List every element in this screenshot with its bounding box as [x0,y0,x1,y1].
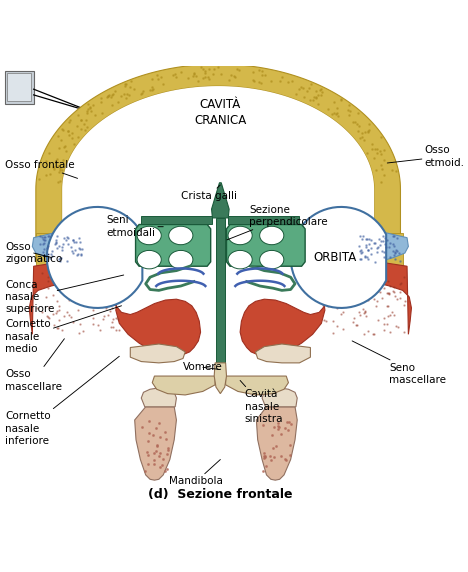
Text: Osso
etmoid.: Osso etmoid. [388,145,465,168]
Bar [5,71,34,104]
Text: Mandibola: Mandibola [169,459,223,487]
Polygon shape [228,216,300,224]
Text: Sezione
perpendicolare: Sezione perpendicolare [227,205,328,240]
Ellipse shape [260,251,284,269]
Ellipse shape [260,227,284,245]
Text: Vomere: Vomere [183,362,223,372]
Ellipse shape [228,251,252,269]
Polygon shape [380,233,402,266]
Polygon shape [36,233,60,266]
Polygon shape [214,363,227,394]
Polygon shape [256,407,297,480]
Text: Seno
mascellare: Seno mascellare [352,341,446,385]
Polygon shape [29,262,201,356]
Polygon shape [226,376,288,395]
Polygon shape [291,207,386,308]
Text: Osso frontale: Osso frontale [5,160,78,178]
Polygon shape [32,230,96,266]
Text: ORBITA: ORBITA [313,251,356,264]
Text: CAVITÀ
CRANICA: CAVITÀ CRANICA [194,98,247,127]
Ellipse shape [169,227,193,245]
Polygon shape [212,183,229,218]
Polygon shape [240,262,411,356]
Text: Osso
zigomatico: Osso zigomatico [5,242,62,264]
Polygon shape [227,224,305,266]
Polygon shape [141,216,212,224]
Bar [7,73,31,101]
Polygon shape [152,376,215,395]
Text: (d)  Sezione frontale: (d) Sezione frontale [148,488,292,501]
Ellipse shape [169,251,193,269]
Polygon shape [344,230,409,266]
Text: Seni
etmoidali: Seni etmoidali [106,216,163,238]
Polygon shape [62,86,374,260]
Text: Crista galli: Crista galli [181,185,237,201]
Text: Conca
nasale
superiore: Conca nasale superiore [5,275,124,315]
Polygon shape [130,344,185,363]
Text: Cornetto
nasale
inferiore: Cornetto nasale inferiore [5,356,119,446]
Text: Cavità
nasale
sinistra: Cavità nasale sinistra [240,380,283,424]
Polygon shape [216,218,225,363]
Text: Cornetto
nasale
medio: Cornetto nasale medio [5,306,122,354]
Polygon shape [47,207,142,308]
Polygon shape [141,388,176,407]
Ellipse shape [137,227,161,245]
Ellipse shape [228,227,252,245]
Text: Osso
mascellare: Osso mascellare [5,339,65,392]
Polygon shape [262,388,297,407]
Polygon shape [135,407,176,480]
Ellipse shape [137,251,161,269]
Polygon shape [136,224,211,266]
Polygon shape [36,64,401,262]
Polygon shape [256,344,310,363]
